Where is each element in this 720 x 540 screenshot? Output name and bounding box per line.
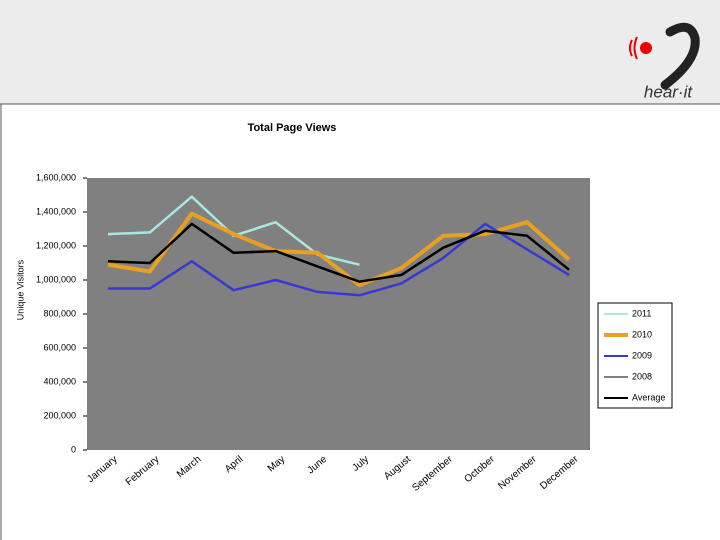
chart-title: Total Page Views bbox=[248, 122, 337, 134]
x-tick-label: May bbox=[266, 454, 288, 475]
series-line bbox=[107, 222, 570, 297]
legend-label: 2010 bbox=[632, 329, 652, 339]
logo-mark bbox=[660, 22, 700, 90]
x-tick-label: March bbox=[175, 454, 203, 480]
logo-waves bbox=[629, 36, 638, 60]
y-tick-label: 1,200,000 bbox=[36, 240, 76, 250]
x-tick-label: August bbox=[382, 454, 413, 483]
y-tick-label: 1,400,000 bbox=[36, 206, 76, 216]
y-tick-label: 1,600,000 bbox=[36, 172, 76, 182]
y-tick-label: 600,000 bbox=[43, 342, 76, 352]
y-tick-label: 200,000 bbox=[43, 410, 76, 420]
x-tick-label: June bbox=[305, 454, 329, 477]
x-tick-label: November bbox=[496, 453, 539, 492]
x-tick-label: February bbox=[124, 454, 162, 488]
x-tick-label: October bbox=[463, 453, 498, 485]
x-tick-label: January bbox=[85, 454, 119, 485]
legend-label: 2009 bbox=[632, 350, 652, 360]
legend-label: Average bbox=[632, 392, 665, 402]
y-tick-label: 0 bbox=[71, 444, 76, 454]
plot-area bbox=[87, 178, 590, 450]
series-line bbox=[107, 222, 570, 283]
header-band bbox=[0, 0, 720, 104]
y-tick-label: 400,000 bbox=[43, 376, 76, 386]
y-tick-label: 1,000,000 bbox=[36, 274, 76, 284]
x-tick-label: September bbox=[410, 453, 455, 493]
logo-text: hear·it bbox=[644, 82, 693, 101]
y-tick-label: 800,000 bbox=[43, 308, 76, 318]
legend-label: 2011 bbox=[632, 308, 651, 318]
x-tick-label: December bbox=[538, 453, 581, 492]
y-axis-label: Unique Visitors bbox=[15, 259, 25, 320]
legend-label: 2008 bbox=[632, 371, 652, 381]
x-tick-label: July bbox=[350, 454, 371, 474]
x-tick-label: April bbox=[223, 454, 245, 475]
legend-box bbox=[597, 302, 673, 409]
logo-dot bbox=[640, 42, 652, 54]
